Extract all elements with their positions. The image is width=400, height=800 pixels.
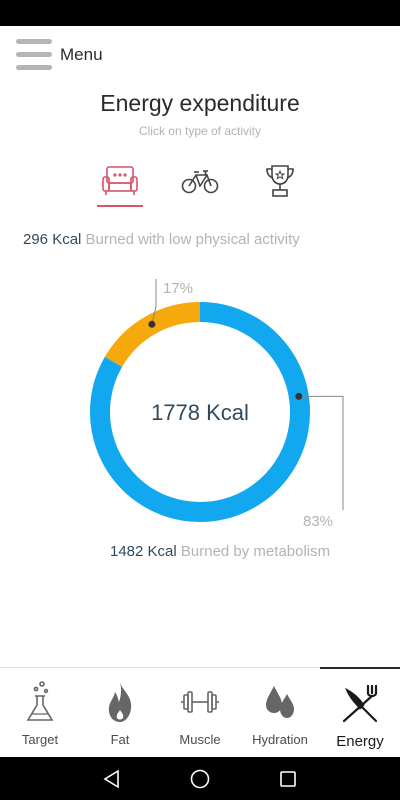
tab-hydration-label: Hydration	[252, 732, 308, 747]
flame-icon	[108, 682, 132, 722]
trophy-icon	[266, 165, 294, 197]
nav-recents-button[interactable]	[274, 765, 302, 793]
metabolism-desc: Burned by metabolism	[180, 543, 331, 560]
donut-segment-activity	[104, 302, 201, 368]
metabolism-burn-line: 1482 Kcal Burned by metabolism	[110, 543, 330, 560]
menu-label: Menu	[60, 45, 103, 64]
activity-burn-line: 296 Kcal Burned with low physical activi…	[23, 231, 300, 248]
menu-button[interactable]: Menu	[16, 38, 103, 72]
activity-percent-label: 17%	[163, 280, 194, 297]
bottom-tab-bar: Target Fat Muscle	[0, 667, 400, 757]
flask-icon	[26, 681, 54, 721]
fork-knife-icon	[342, 684, 378, 723]
tab-fat-label: Fat	[110, 732, 130, 747]
tab-target[interactable]: Target	[0, 668, 80, 757]
page-subtitle: Click on type of activity	[138, 124, 262, 138]
page-title: Energy expenditure	[100, 90, 300, 116]
tab-fat[interactable]: Fat	[80, 668, 160, 757]
selected-activity-indicator	[97, 205, 143, 207]
tab-target-label: Target	[21, 732, 59, 747]
hamburger-icon	[16, 38, 52, 72]
tab-muscle[interactable]: Muscle	[160, 668, 240, 757]
activity-leader-line	[151, 279, 157, 325]
tab-energy-label: Energy	[336, 733, 384, 750]
activity-bike-button[interactable]	[177, 158, 223, 204]
recents-square-icon	[280, 771, 296, 787]
bicycle-icon	[181, 170, 219, 194]
nav-home-button[interactable]	[186, 765, 214, 793]
status-bar	[0, 0, 400, 26]
home-circle-icon	[190, 769, 210, 789]
activity-low-button[interactable]	[97, 158, 143, 204]
tab-energy[interactable]: Energy	[320, 667, 400, 757]
activity-desc: Burned with low physical activity	[85, 231, 300, 248]
back-triangle-icon	[103, 769, 119, 789]
donut-segment-metabolism	[90, 302, 310, 522]
donut-total-label: 1778 Kcal	[151, 400, 249, 425]
metabolism-leader-line	[298, 395, 344, 510]
dumbbell-icon	[181, 691, 219, 713]
metabolism-kcal: 1482 Kcal	[110, 543, 177, 560]
metabolism-leader-dot	[295, 392, 303, 400]
tab-muscle-label: Muscle	[179, 732, 221, 747]
nav-back-button[interactable]	[98, 765, 126, 793]
tab-hydration[interactable]: Hydration	[240, 668, 320, 757]
armchair-icon	[102, 166, 138, 195]
metabolism-percent-label: 83%	[303, 513, 334, 530]
activity-leader-dot	[148, 320, 156, 328]
water-drops-icon	[266, 686, 294, 718]
activity-kcal: 296 Kcal	[23, 231, 82, 248]
activity-trophy-button[interactable]	[257, 158, 303, 204]
energy-donut-chart: 1778 Kcal	[90, 279, 344, 522]
system-navigation-bar	[0, 757, 400, 800]
